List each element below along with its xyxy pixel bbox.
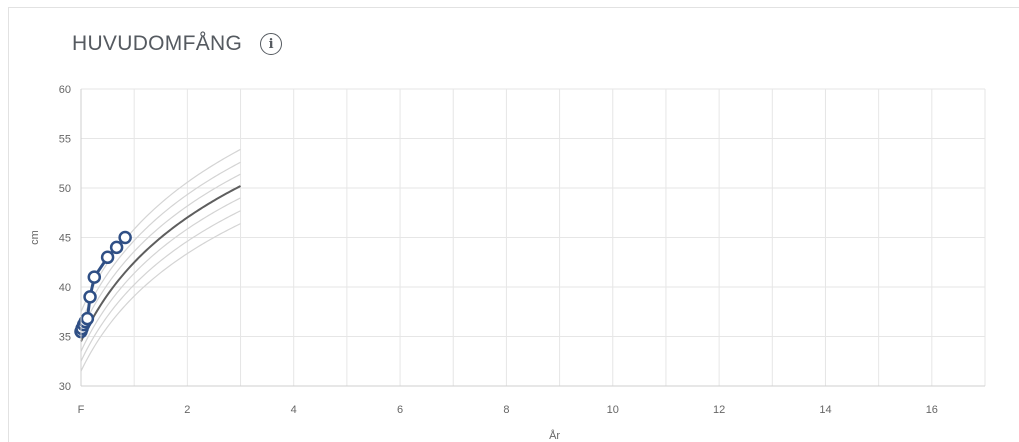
reference-curve <box>80 161 241 322</box>
x-axis-label: År <box>549 429 560 441</box>
x-tick-label: 16 <box>926 404 938 416</box>
y-tick-label: 30 <box>59 381 71 393</box>
axes: 30 35 40 45 50 55 60 F 2 4 6 8 10 12 14 16 cm År <box>29 84 985 441</box>
x-tick-label: 8 <box>503 404 509 416</box>
y-tick-label: 35 <box>59 332 71 344</box>
reference-curve <box>80 197 241 352</box>
y-tick-label: 55 <box>59 134 71 146</box>
y-tick-label: 60 <box>59 84 71 96</box>
info-icon[interactable]: i <box>260 33 283 55</box>
x-tick-label: 6 <box>397 404 403 416</box>
grid <box>80 88 986 387</box>
reference-curve <box>80 173 241 332</box>
y-tick-label: 40 <box>59 282 71 294</box>
measurement-point <box>100 250 115 265</box>
x-tick-label: F <box>78 404 85 416</box>
reference-curves <box>80 148 241 372</box>
y-tick-label: 45 <box>59 233 71 245</box>
measurement-point <box>80 311 95 326</box>
chart-title: HUVUDOMFÅNG <box>72 32 243 55</box>
measurement-point <box>87 270 102 284</box>
y-tick-label: 50 <box>59 183 71 195</box>
y-axis-label: cm <box>29 230 41 245</box>
x-tick-label: 10 <box>607 404 619 416</box>
x-tick-label: 12 <box>713 404 725 416</box>
x-tick-label: 14 <box>819 404 831 416</box>
reference-curve <box>80 210 241 362</box>
chart-header: HUVUDOMFÅNG i <box>72 28 283 60</box>
median-curve <box>80 185 241 342</box>
measurement-point <box>83 290 97 304</box>
x-tick-label: 4 <box>291 404 297 416</box>
reference-curve <box>80 223 241 372</box>
measurement-point <box>118 230 132 245</box>
measurement-point <box>109 240 124 255</box>
measurement-series <box>74 230 132 339</box>
x-tick-label: 2 <box>184 404 190 416</box>
